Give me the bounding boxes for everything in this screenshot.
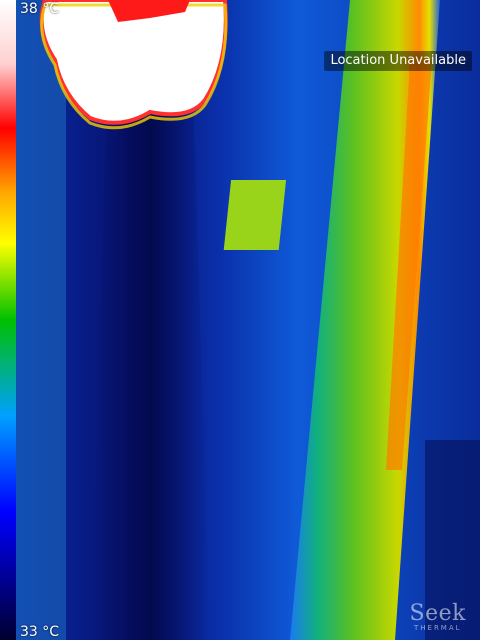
brand-sub: THERMAL [413,624,462,632]
seek-thermal-logo: Seek THERMAL [409,601,466,633]
temperature-scale-bar [0,0,16,640]
location-status: Location Unavailable [324,51,472,71]
scale-max-label: 38 °C [20,1,60,17]
brand-name: Seek [409,601,466,626]
scale-min-label: 33 °C [20,624,60,640]
